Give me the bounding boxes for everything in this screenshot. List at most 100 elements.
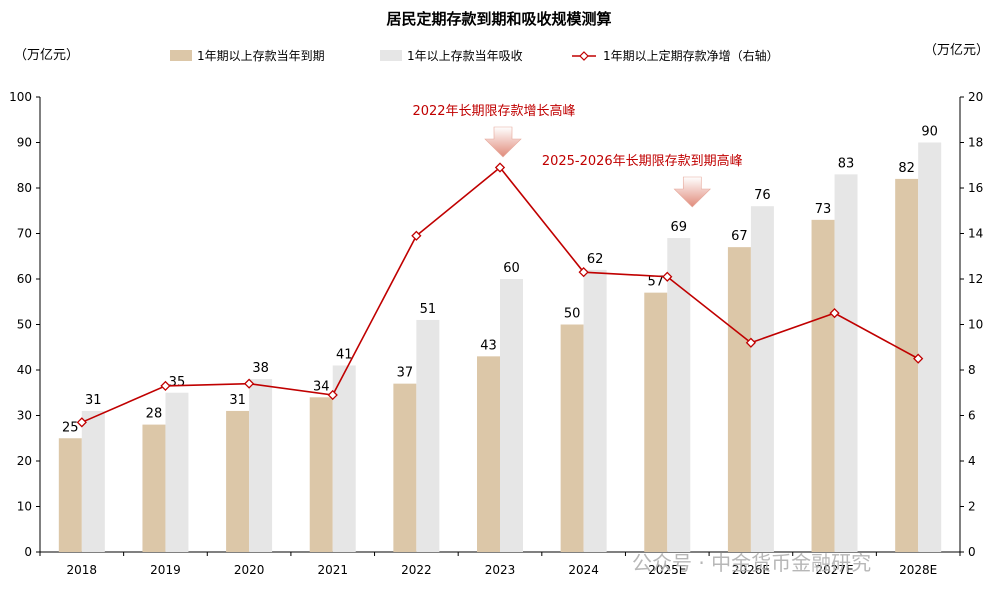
net-increase-marker: [327, 389, 338, 401]
x-tick-label: 2023: [485, 563, 516, 577]
bar-absorbed: [416, 319, 440, 552]
right-tick-label: 12: [968, 272, 983, 286]
bar-maturing: [560, 324, 584, 552]
right-tick-label: 6: [968, 409, 976, 423]
data-label-maturing: 67: [731, 229, 748, 244]
data-label-absorbed: 38: [252, 361, 269, 376]
legend-label-1: 1年以上存款当年吸收: [407, 49, 523, 63]
data-label-absorbed: 90: [921, 125, 938, 140]
right-tick-label: 8: [968, 363, 976, 377]
net-increase-marker: [662, 271, 673, 282]
bar-maturing: [811, 219, 835, 552]
down-arrow-icon: [484, 126, 522, 158]
bar-absorbed: [81, 410, 105, 552]
bar-maturing: [142, 424, 166, 552]
left-tick-label: 10: [17, 500, 32, 514]
x-tick-label: 2026E: [732, 563, 770, 577]
legend-swatch-1: [380, 50, 402, 61]
x-tick-label: 2020: [234, 563, 265, 577]
bar-absorbed: [249, 379, 273, 552]
data-label-absorbed: 41: [336, 347, 353, 362]
net-increase-marker: [829, 308, 840, 319]
down-arrow-icon: [673, 176, 711, 208]
data-label-maturing: 31: [229, 393, 246, 408]
annotation-text-1: 2022年长期限存款增长高峰: [412, 103, 575, 119]
right-tick-label: 4: [968, 454, 976, 468]
bar-absorbed: [918, 142, 942, 552]
net-increase-marker: [411, 230, 422, 241]
right-tick-label: 16: [968, 181, 983, 195]
x-tick-label: 2024: [568, 563, 599, 577]
bar-absorbed: [667, 238, 691, 553]
left-tick-label: 50: [17, 318, 32, 332]
left-tick-label: 20: [17, 454, 32, 468]
legend-swatch-0: [170, 50, 192, 61]
net-increase-marker: [578, 267, 589, 278]
x-tick-label: 2021: [317, 563, 348, 577]
left-tick-label: 30: [17, 409, 32, 423]
net-increase-marker: [913, 353, 924, 364]
legend: 1年期以上存款当年到期 1年以上存款当年吸收 1年期以上定期存款净增（右轴）: [170, 48, 779, 63]
bar-absorbed: [834, 174, 858, 552]
left-tick-label: 70: [17, 227, 32, 241]
bar-maturing: [895, 178, 919, 552]
bar-maturing: [58, 438, 82, 552]
left-axis-unit: （万亿元）: [14, 48, 79, 63]
x-tick-label: 2028E: [899, 563, 937, 577]
bars: 25 28 31 34 37 43 50 57 67 73 82 31 35 38 41 51 60 62 69 76…: [58, 125, 942, 553]
data-label-maturing: 43: [480, 338, 497, 353]
x-tick-label: 2027E: [815, 563, 853, 577]
net-increase-marker: [160, 380, 171, 392]
net-increase-marker: [494, 162, 506, 173]
bar-absorbed: [583, 269, 607, 552]
right-tick-label: 14: [968, 227, 983, 241]
legend-label-2: 1年期以上定期存款净增（右轴）: [603, 48, 779, 63]
right-tick-label: 20: [968, 90, 983, 104]
axes: 0102030405060708090100024681012141618202…: [9, 90, 983, 577]
bar-maturing: [393, 383, 417, 552]
net-increase-marker: [745, 337, 757, 348]
data-label-maturing: 25: [62, 420, 79, 435]
annotations: 2022年长期限存款增长高峰 2025-2026年长期限存款到期高峰: [412, 103, 743, 208]
bar-maturing: [727, 247, 751, 552]
right-axis-unit: （万亿元）: [924, 43, 989, 58]
bar-maturing: [226, 410, 250, 552]
legend-label-0: 1年期以上存款当年到期: [197, 49, 325, 63]
bar-absorbed: [165, 392, 189, 552]
left-tick-label: 40: [17, 363, 32, 377]
data-label-absorbed: 62: [587, 252, 604, 267]
data-label-absorbed: 35: [169, 375, 186, 390]
data-label-maturing: 50: [564, 307, 581, 322]
data-label-maturing: 34: [313, 379, 330, 394]
bar-absorbed: [332, 365, 356, 552]
x-tick-label: 2025E: [648, 563, 686, 577]
right-tick-label: 0: [968, 545, 976, 559]
left-tick-label: 0: [24, 545, 32, 559]
x-tick-label: 2018: [67, 563, 98, 577]
data-label-absorbed: 31: [85, 393, 102, 408]
data-label-absorbed: 76: [754, 188, 771, 203]
bar-maturing: [644, 292, 668, 552]
data-label-maturing: 73: [815, 202, 832, 217]
net-increase-marker: [243, 378, 255, 389]
chart-title: 居民定期存款到期和吸收规模测算: [386, 10, 611, 28]
left-tick-label: 90: [17, 136, 32, 150]
x-tick-label: 2019: [150, 563, 181, 577]
net-increase-line: [76, 162, 924, 428]
left-tick-label: 80: [17, 181, 32, 195]
data-label-maturing: 37: [397, 366, 414, 381]
right-tick-label: 18: [968, 136, 983, 150]
x-tick-label: 2022: [401, 563, 432, 577]
bar-absorbed: [750, 206, 774, 552]
net-increase-marker: [76, 417, 87, 428]
watermark: 公众号 · 中金货币金融研究: [632, 551, 871, 575]
left-tick-label: 100: [9, 90, 32, 104]
legend-line-marker: [579, 51, 589, 61]
right-tick-label: 10: [968, 318, 983, 332]
data-label-absorbed: 60: [503, 261, 520, 276]
bar-absorbed: [500, 279, 523, 552]
bar-maturing: [309, 397, 333, 552]
data-label-absorbed: 51: [420, 302, 437, 317]
data-label-absorbed: 69: [670, 220, 687, 235]
